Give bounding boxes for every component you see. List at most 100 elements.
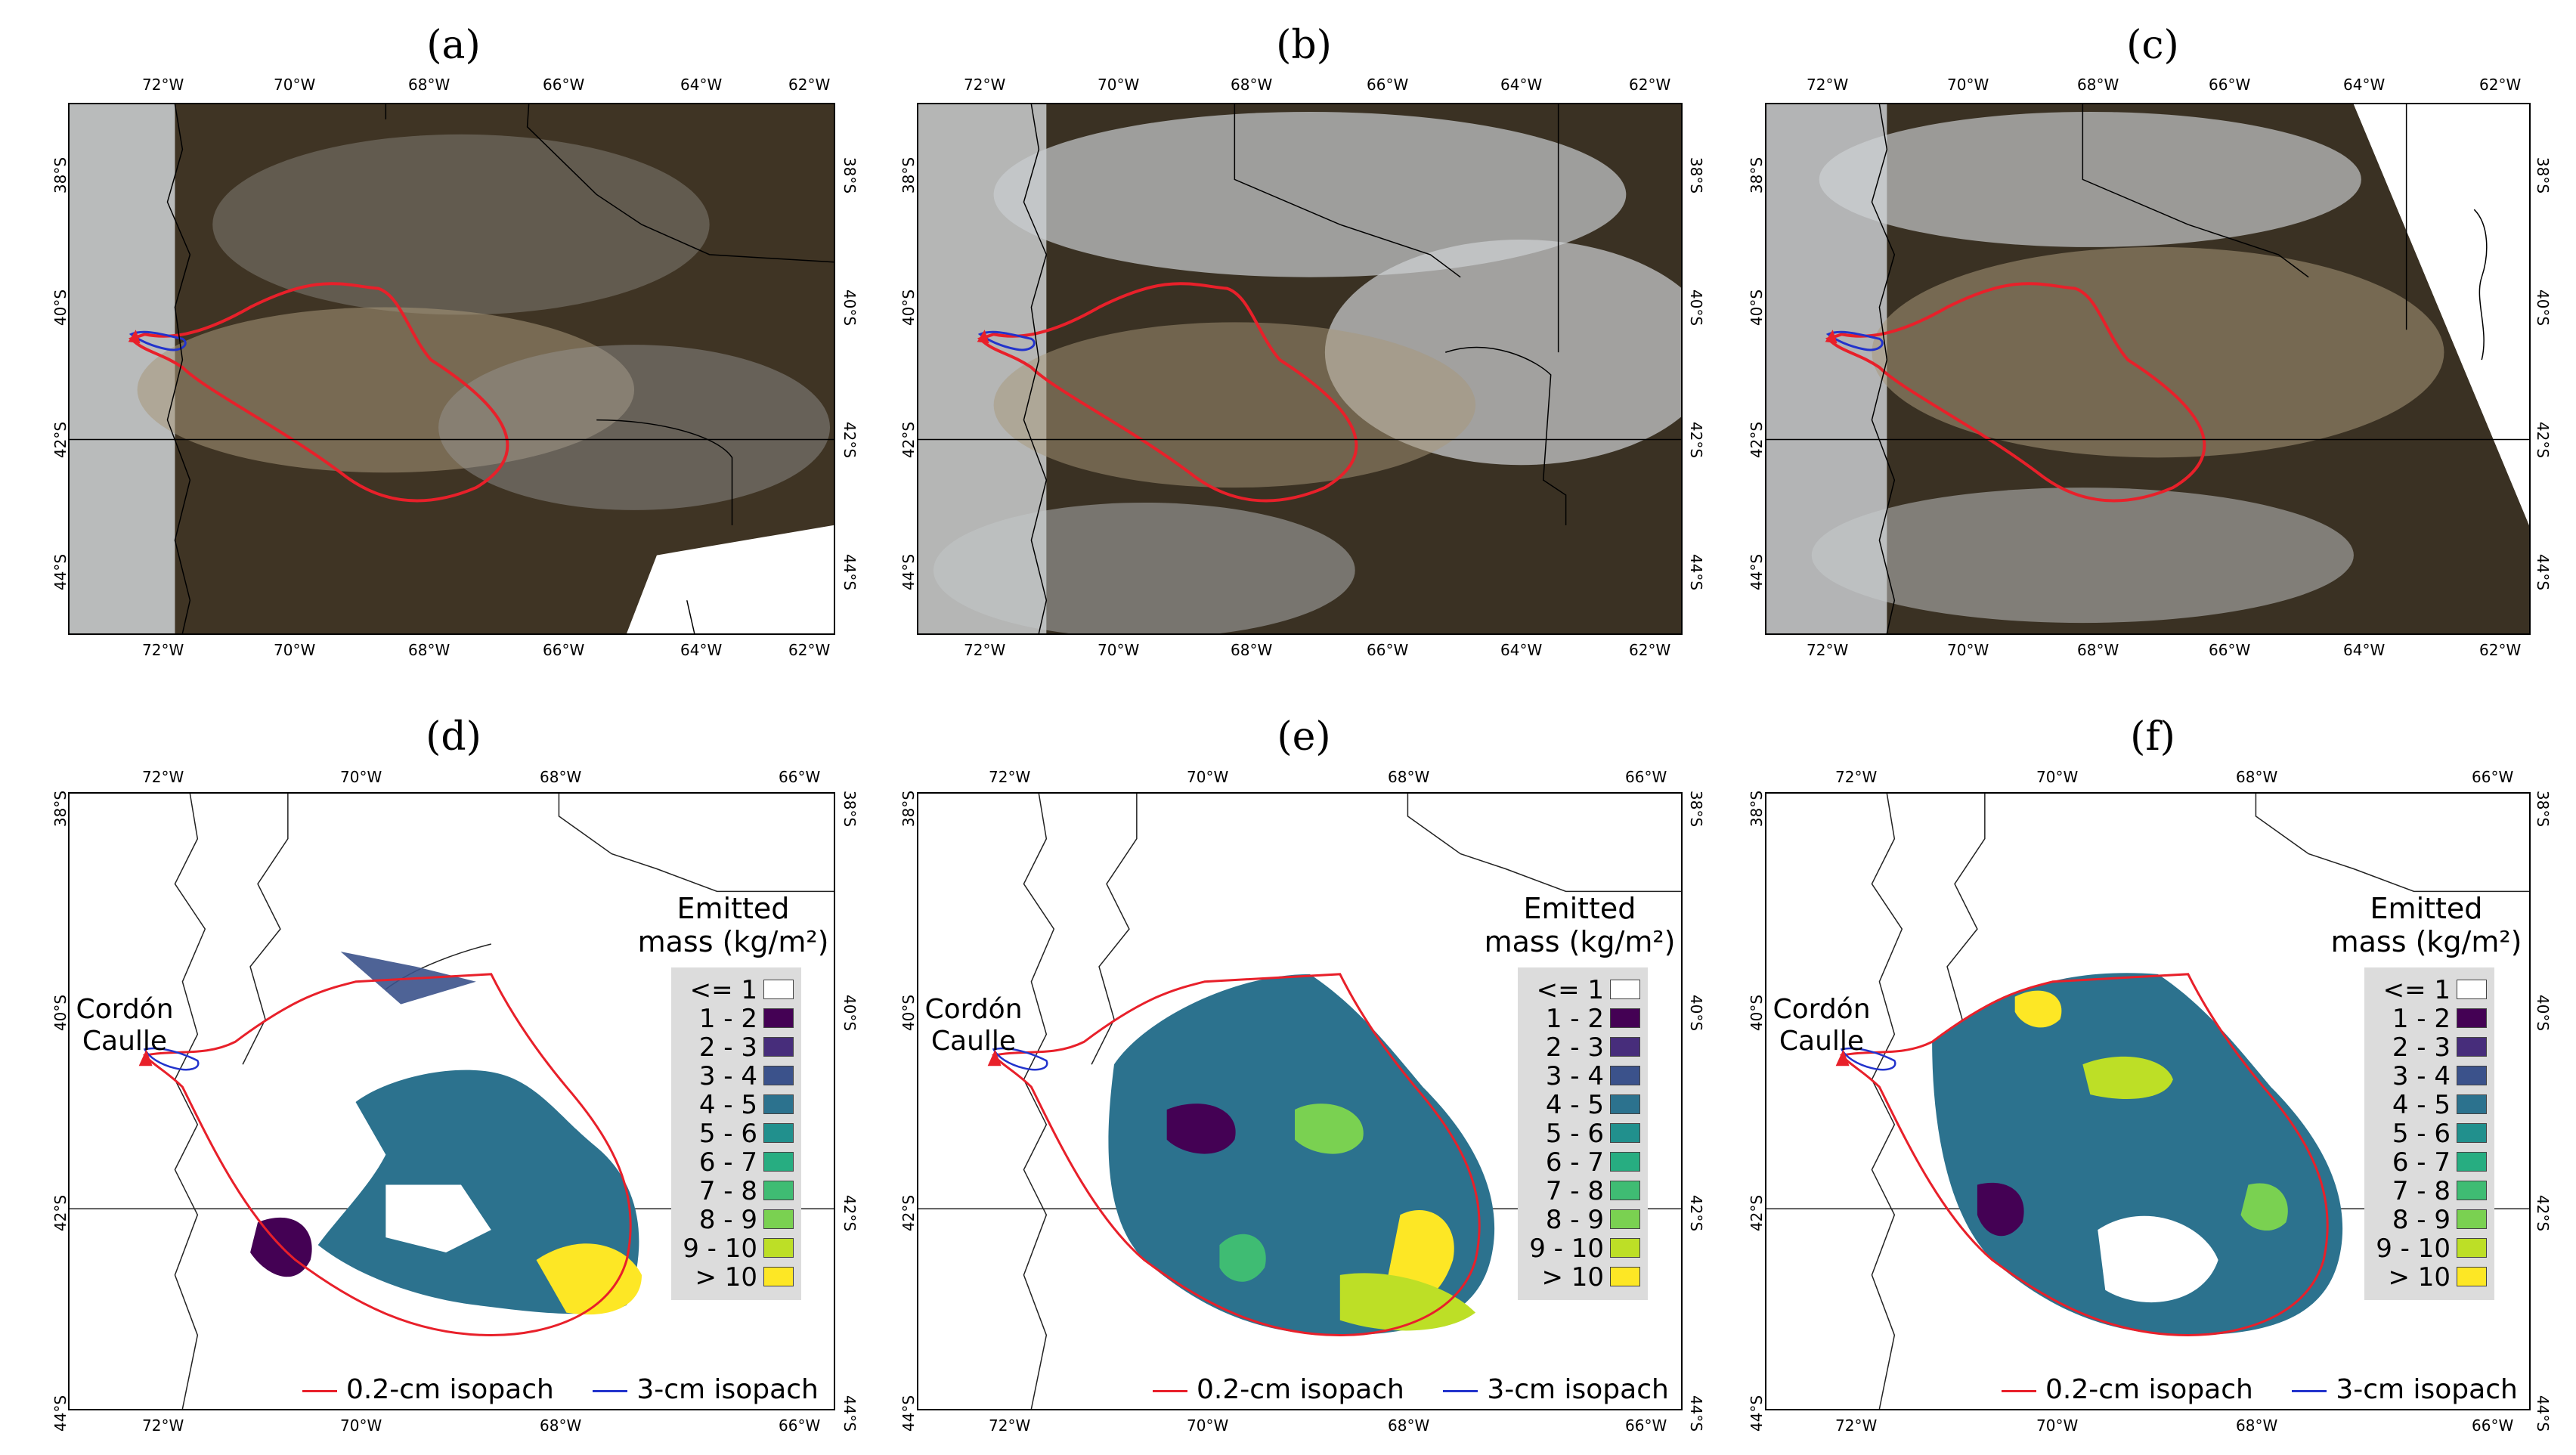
- lon-tick: 72°W: [1835, 768, 1878, 786]
- legend-entry-label: 5 - 6: [2392, 1119, 2451, 1149]
- legend-entry: 5 - 6: [1518, 1119, 1648, 1149]
- lon-tick: 64°W: [1500, 641, 1543, 659]
- legend-entry: <= 1: [1518, 975, 1648, 1005]
- legend-swatch: [763, 1123, 794, 1143]
- lon-tick: 68°W: [408, 641, 450, 659]
- lon-tick: 66°W: [1625, 1416, 1667, 1435]
- lon-tick: 70°W: [2036, 1416, 2079, 1435]
- lon-tick: 62°W: [2479, 76, 2522, 94]
- thick-isopach-swatch: [593, 1389, 628, 1392]
- legend-swatch: [2457, 1238, 2487, 1258]
- map-drawing-f: [1766, 794, 2529, 1409]
- legend-swatch: [1610, 1123, 1640, 1143]
- legend-title-line1: Emitted: [2370, 892, 2483, 925]
- isopach-legend-f: 0.2-cm isopach 3-cm isopach: [2002, 1374, 2518, 1405]
- legend-entry: 2 - 3: [2364, 1032, 2494, 1063]
- legend-swatch: [1610, 1181, 1640, 1200]
- lat-tick: 44°S: [1687, 553, 1706, 591]
- legend-entry-label: 8 - 9: [2392, 1205, 2451, 1235]
- volcano-label-f: Cordón Caulle: [1765, 994, 1878, 1058]
- volcano-name-line2: Caulle: [930, 1026, 1017, 1057]
- legend-entry: 1 - 2: [1518, 1004, 1648, 1034]
- legend-entry: <= 1: [671, 975, 801, 1005]
- legend-entry-label: 5 - 6: [698, 1119, 757, 1149]
- lon-tick: 72°W: [989, 1416, 1031, 1435]
- thick-isopach-swatch: [2292, 1389, 2327, 1392]
- legend-title-line1: Emitted: [677, 892, 790, 925]
- lon-tick: 70°W: [1098, 76, 1140, 94]
- legend-entry: 7 - 8: [671, 1176, 801, 1206]
- legend-title-d: Emitted mass (kg/m²): [620, 892, 847, 958]
- legend-entry-label: 2 - 3: [1545, 1032, 1604, 1063]
- legend-entry: 9 - 10: [1518, 1234, 1648, 1264]
- thick-isopach-label: 3-cm isopach: [636, 1374, 819, 1405]
- isopach-legend-d: 0.2-cm isopach 3-cm isopach: [302, 1374, 819, 1405]
- legend-swatch: [763, 1209, 794, 1229]
- lat-tick: 38°S: [2534, 790, 2553, 828]
- lon-tick: 64°W: [2343, 641, 2386, 659]
- lat-tick: 38°S: [1687, 156, 1706, 194]
- lon-tick: 70°W: [274, 76, 316, 94]
- lat-tick: 40°S: [841, 994, 859, 1032]
- lon-tick: 68°W: [2077, 641, 2119, 659]
- lat-tick: 38°S: [1687, 790, 1706, 828]
- lat-tick: 44°S: [2534, 553, 2553, 591]
- legend-entry: > 10: [2364, 1262, 2494, 1292]
- legend-title-line2: mass (kg/m²): [2330, 925, 2522, 958]
- legend-entry-label: 9 - 10: [1529, 1234, 1604, 1264]
- legend-entry-label: 1 - 2: [1545, 1004, 1604, 1034]
- legend-entry: 2 - 3: [1518, 1032, 1648, 1063]
- lat-tick: 42°S: [1748, 421, 1766, 459]
- legend-entry: 1 - 2: [2364, 1004, 2494, 1034]
- lon-tick: 64°W: [2343, 76, 2386, 94]
- legend-swatch: [2457, 1267, 2487, 1286]
- legend-swatch: [2457, 1209, 2487, 1229]
- lat-tick: 44°S: [2534, 1395, 2553, 1432]
- legend-swatch: [763, 1152, 794, 1172]
- lon-tick: 72°W: [1835, 1416, 1878, 1435]
- lat-tick: 38°S: [1748, 156, 1766, 194]
- legend-entry-label: 6 - 7: [2392, 1147, 2451, 1178]
- legend-swatch: [1610, 1209, 1640, 1229]
- legend-entry-label: 3 - 4: [1545, 1061, 1604, 1091]
- map-drawing-d: [70, 794, 834, 1409]
- lat-tick: 40°S: [1687, 289, 1706, 327]
- legend-title-line2: mass (kg/m²): [637, 925, 829, 958]
- legend-swatch: [1610, 1037, 1640, 1057]
- panel-title-b: (b): [1276, 23, 1332, 68]
- lat-tick: 42°S: [899, 421, 918, 459]
- legend-entry: 2 - 3: [671, 1032, 801, 1063]
- legend-entry: 3 - 4: [671, 1061, 801, 1091]
- thin-isopach-swatch: [302, 1389, 337, 1392]
- lat-tick: 44°S: [51, 553, 70, 591]
- lon-tick: 72°W: [1807, 641, 1849, 659]
- lon-tick: 66°W: [1367, 641, 1409, 659]
- satellite-drawing-c: [1766, 104, 2529, 633]
- lon-tick: 68°W: [1388, 1416, 1430, 1435]
- legend-swatch: [763, 1094, 794, 1114]
- legend-swatch: [1610, 1066, 1640, 1085]
- lon-tick: 66°W: [2209, 641, 2251, 659]
- legend-entry-label: 3 - 4: [2392, 1061, 2451, 1091]
- lon-tick: 66°W: [2472, 1416, 2514, 1435]
- lat-tick: 42°S: [51, 1194, 70, 1232]
- thick-isopach-label: 3-cm isopach: [2336, 1374, 2518, 1405]
- legend-entry: 9 - 10: [671, 1234, 801, 1264]
- lat-tick: 42°S: [1687, 1194, 1706, 1232]
- legend-entry-label: <= 1: [2382, 975, 2451, 1005]
- legend-entry-label: 7 - 8: [2392, 1176, 2451, 1206]
- lat-tick: 38°S: [1748, 790, 1766, 828]
- legend-entry-label: 4 - 5: [698, 1090, 757, 1120]
- legend-entry: 4 - 5: [1518, 1090, 1648, 1120]
- volcano-label-d: Cordón Caulle: [68, 994, 181, 1058]
- lon-tick: 68°W: [1388, 768, 1430, 786]
- lon-tick: 70°W: [1187, 768, 1229, 786]
- lat-tick: 38°S: [899, 156, 918, 194]
- legend-entry: 3 - 4: [1518, 1061, 1648, 1091]
- lon-tick: 70°W: [2036, 768, 2079, 786]
- legend-entry-label: 6 - 7: [698, 1147, 757, 1178]
- legend-entry-label: 8 - 9: [698, 1205, 757, 1235]
- lon-tick: 68°W: [1231, 76, 1273, 94]
